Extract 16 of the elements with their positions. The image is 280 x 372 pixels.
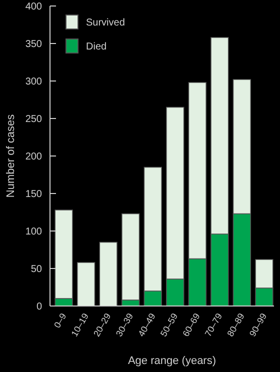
- y-tick-label: 350: [25, 39, 42, 50]
- y-tick-label: 300: [25, 76, 42, 88]
- y-tick-label: 250: [25, 114, 42, 125]
- y-tick-label: 0: [36, 302, 42, 312]
- y-tick-label: 200: [25, 152, 42, 162]
- y-tick-label: 150: [25, 189, 42, 200]
- x-tick-label: 0–9: [52, 312, 68, 330]
- legend-label: Survived: [86, 18, 125, 28]
- y-tick-label: 50: [30, 264, 42, 275]
- legend-label: Died: [86, 42, 107, 52]
- x-axis-title: Age range (years): [128, 355, 216, 367]
- bar: [76, 262, 96, 306]
- y-axis-title: Number of cases: [5, 114, 17, 198]
- y-tick-label: 100: [25, 226, 42, 238]
- y-tick-label: 400: [25, 2, 42, 12]
- bar: [99, 242, 118, 306]
